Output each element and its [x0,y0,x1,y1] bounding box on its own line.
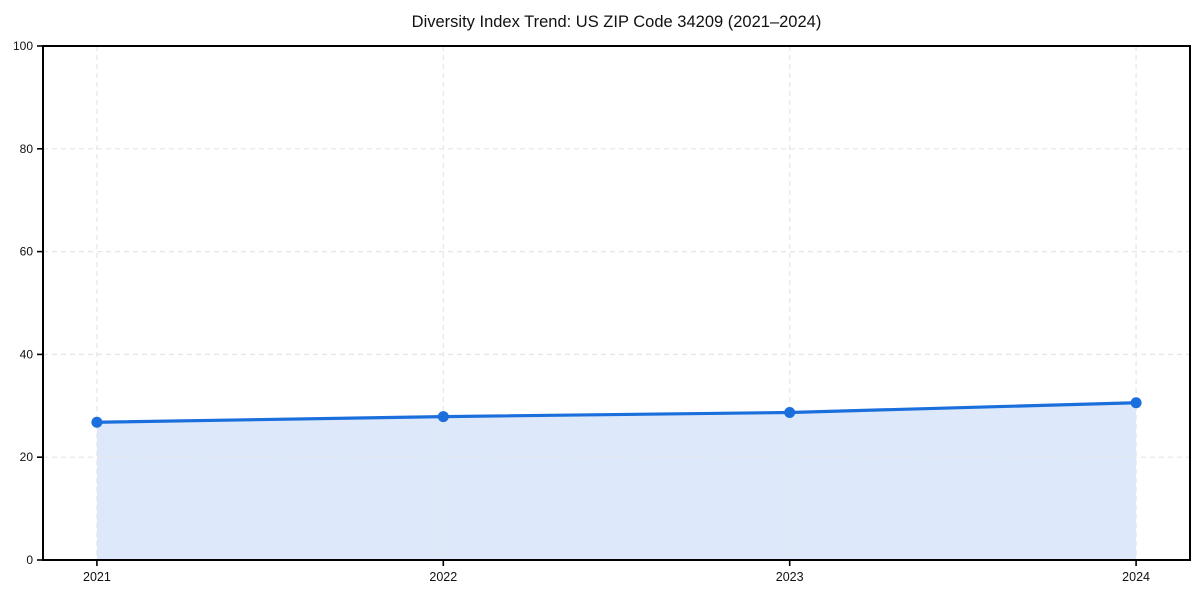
data-point-marker [784,406,796,418]
area-fill [96,402,1137,560]
y-tick-label: 20 [20,450,34,464]
x-tick-label: 2023 [776,570,804,584]
plot-border [42,45,1191,561]
data-point-marker [91,416,103,428]
y-tick-label: 40 [20,347,34,361]
y-tick-label: 60 [20,245,34,259]
x-tick-label: 2021 [83,570,111,584]
y-tick-label: 100 [13,39,33,53]
y-tick-label: 0 [26,553,33,567]
data-point-marker [1130,397,1142,409]
x-tick-label: 2024 [1122,570,1150,584]
data-point-marker [437,411,449,423]
trend-line [95,401,1138,424]
y-tick-label: 80 [20,142,34,156]
chart-title: Diversity Index Trend: US ZIP Code 34209… [411,13,822,31]
x-tick-label: 2022 [429,570,457,584]
